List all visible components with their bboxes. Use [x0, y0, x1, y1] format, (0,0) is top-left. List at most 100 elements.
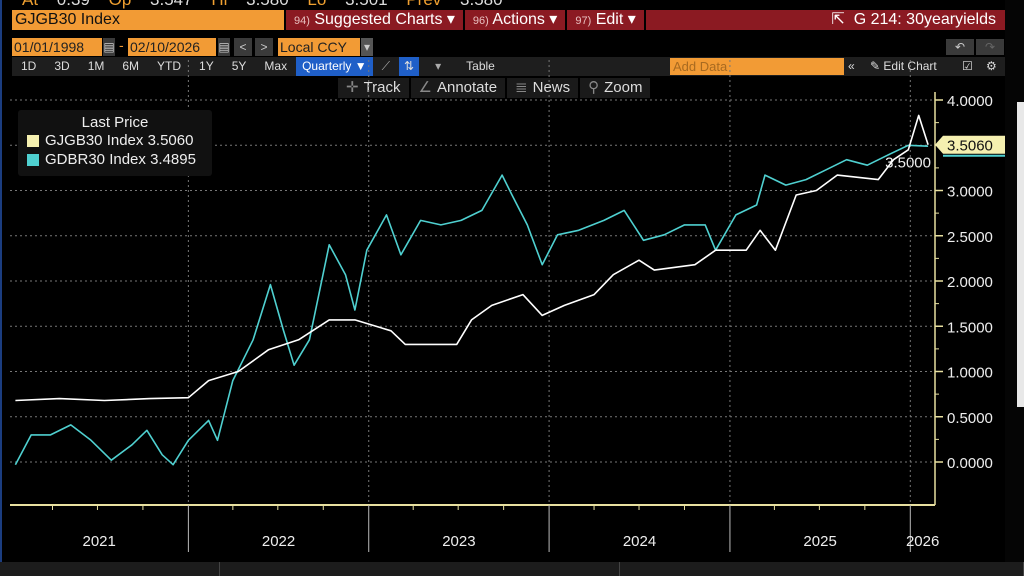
op-label: Op — [109, 0, 132, 9]
add-data-input[interactable]: Add Data — [670, 58, 844, 75]
y-tick-label: 2.5000 — [947, 229, 993, 246]
series-line-gjgb30 — [15, 114, 929, 402]
last-value-label: 3.5060 — [947, 138, 993, 155]
x-tick-label: 2025 — [803, 533, 836, 550]
date-separator: - — [119, 37, 124, 53]
menu-number: 97) — [575, 15, 592, 27]
y-tick-label: 3.0000 — [947, 184, 993, 201]
x-tick-label: 2024 — [623, 533, 656, 550]
bottom-panel — [220, 562, 620, 576]
gear-icon[interactable]: ⚙ — [986, 59, 997, 73]
redo-icon[interactable]: ↷ — [976, 39, 1004, 55]
command-bar: 94) Suggested Charts ▾ 96) Actions ▾ 97)… — [286, 10, 1006, 30]
annotate-label: Annotate — [436, 79, 498, 96]
period-ytd[interactable]: YTD — [157, 59, 182, 73]
suggested-charts-menu[interactable]: 94) Suggested Charts ▾ — [286, 10, 465, 30]
y-tick-label: 1.0000 — [947, 365, 993, 382]
y-tick-label: 1.5000 — [947, 319, 993, 336]
news-icon: ≣ — [515, 79, 528, 96]
annotate-button[interactable]: ∠ Annotate — [410, 78, 506, 98]
search-icon: ⚲ — [588, 79, 600, 96]
y-tick-label: 0.0000 — [947, 455, 993, 472]
period-1d[interactable]: 1D — [21, 59, 37, 73]
track-label: Track — [363, 79, 401, 96]
line-chart[interactable]: 0.0000 0.5000 1.0000 1.5000 2.0000 2.5000 3.00… — [0, 0, 1005, 562]
pencil-icon: ✎ — [870, 59, 881, 73]
edit-menu[interactable]: 97) Edit ▾ — [567, 10, 646, 30]
legend-item[interactable]: GDBR30 Index 3.4895 — [18, 150, 212, 169]
chart-tools: ✛ Track ∠ Annotate ≣ News ⚲ Zoom — [338, 78, 652, 98]
news-button[interactable]: ≣ News — [507, 78, 579, 98]
legend-name: GDBR30 Index — [45, 151, 146, 168]
bar-chart-icon[interactable]: ⇅ — [399, 57, 420, 76]
ticker-field[interactable]: GJGB30 Index — [12, 10, 284, 30]
currency-select[interactable]: Local CCY — [278, 38, 360, 56]
menu-number: 94) — [294, 15, 310, 27]
news-label: News — [532, 79, 571, 96]
bottom-bar — [0, 562, 1024, 576]
x-tick-label: 2023 — [442, 533, 475, 550]
period-3d[interactable]: 3D — [54, 59, 70, 73]
menu-label: Edit ▾ — [595, 11, 636, 28]
edit-icon[interactable]: ☑ — [962, 59, 973, 73]
at-value: 0.39 — [57, 0, 90, 9]
bottom-panel — [0, 562, 220, 576]
lo-value: 3.501 — [345, 0, 388, 9]
frequency-select[interactable]: Quarterly ▼ — [296, 57, 373, 76]
chevron-down-icon[interactable]: ▾ — [435, 59, 442, 73]
y-tick-label: 2.0000 — [947, 274, 993, 291]
x-tick-label: 2026 — [906, 533, 939, 550]
at-label: At — [22, 0, 38, 9]
legend-value: 3.5060 — [147, 132, 194, 149]
crosshair-icon: ✛ — [346, 79, 359, 96]
start-date-input[interactable]: 01/01/1998 — [12, 38, 102, 56]
period-6m[interactable]: 6M — [122, 59, 140, 73]
y-tick-label: 0.5000 — [947, 410, 993, 427]
lo-label: Lo — [307, 0, 326, 9]
undo-icon[interactable]: ↶ — [946, 39, 974, 55]
legend-title: Last Price — [81, 114, 149, 131]
legend-name: GJGB30 Index — [45, 132, 144, 149]
chart-legend: Last Price GJGB30 Index 3.5060 GDBR30 In… — [18, 110, 212, 176]
menu-label: Actions ▾ — [492, 11, 558, 28]
period-1m[interactable]: 1M — [87, 59, 105, 73]
legend-swatch — [27, 153, 39, 166]
legend-value: 3.4895 — [150, 151, 196, 168]
x-tick-label: 2021 — [83, 533, 116, 550]
legend-item[interactable]: GJGB30 Index 3.5060 — [18, 131, 212, 150]
actions-menu[interactable]: 96) Actions ▾ — [465, 10, 568, 30]
period-5y[interactable]: 5Y — [231, 59, 247, 73]
prev-value: 3.580 — [460, 0, 503, 9]
hi-value: 3.580 — [246, 0, 289, 9]
y-tick-label: 4.0000 — [947, 93, 993, 110]
external-link-icon[interactable]: ⇱ — [831, 11, 845, 28]
last-value-marker — [935, 135, 1005, 154]
pencil-icon: ∠ — [418, 79, 432, 96]
zoom-button[interactable]: ⚲ Zoom — [580, 78, 651, 98]
op-value: 3.547 — [150, 0, 193, 9]
collapse-icon[interactable]: « — [848, 59, 855, 73]
zoom-label: Zoom — [604, 79, 643, 96]
period-1y[interactable]: 1Y — [199, 59, 214, 73]
quote-row: At 0.39 Op 3.547 Hi 3.580 Lo 3.501 Prev … — [22, 0, 503, 9]
calendar-icon[interactable]: ▤ — [103, 38, 115, 56]
chart-name-label: G 214: 30yearyields — [853, 11, 996, 28]
calendar-icon[interactable]: ▤ — [218, 38, 230, 56]
track-button[interactable]: ✛ Track — [338, 78, 409, 98]
menu-number: 96) — [472, 15, 489, 27]
bottom-panel — [620, 562, 1024, 576]
legend-swatch — [27, 134, 39, 147]
x-tick-label: 2022 — [262, 533, 295, 550]
next-button[interactable]: > — [255, 38, 273, 56]
menu-label: Suggested Charts ▾ — [314, 11, 455, 28]
chevron-down-icon[interactable]: ▾ — [361, 38, 373, 56]
line-chart-icon[interactable]: ⟋ — [381, 59, 391, 73]
prev-button[interactable]: < — [234, 38, 252, 56]
hi-label: Hi — [211, 0, 227, 9]
period-max[interactable]: Max — [264, 59, 288, 73]
background-window — [1017, 102, 1024, 407]
chart-name[interactable]: ⇱ G 214: 30yearyields — [823, 10, 1006, 30]
prev-label: Prev — [406, 0, 441, 9]
table-button[interactable]: Table — [466, 59, 495, 73]
end-date-input[interactable]: 02/10/2026 — [128, 38, 216, 56]
